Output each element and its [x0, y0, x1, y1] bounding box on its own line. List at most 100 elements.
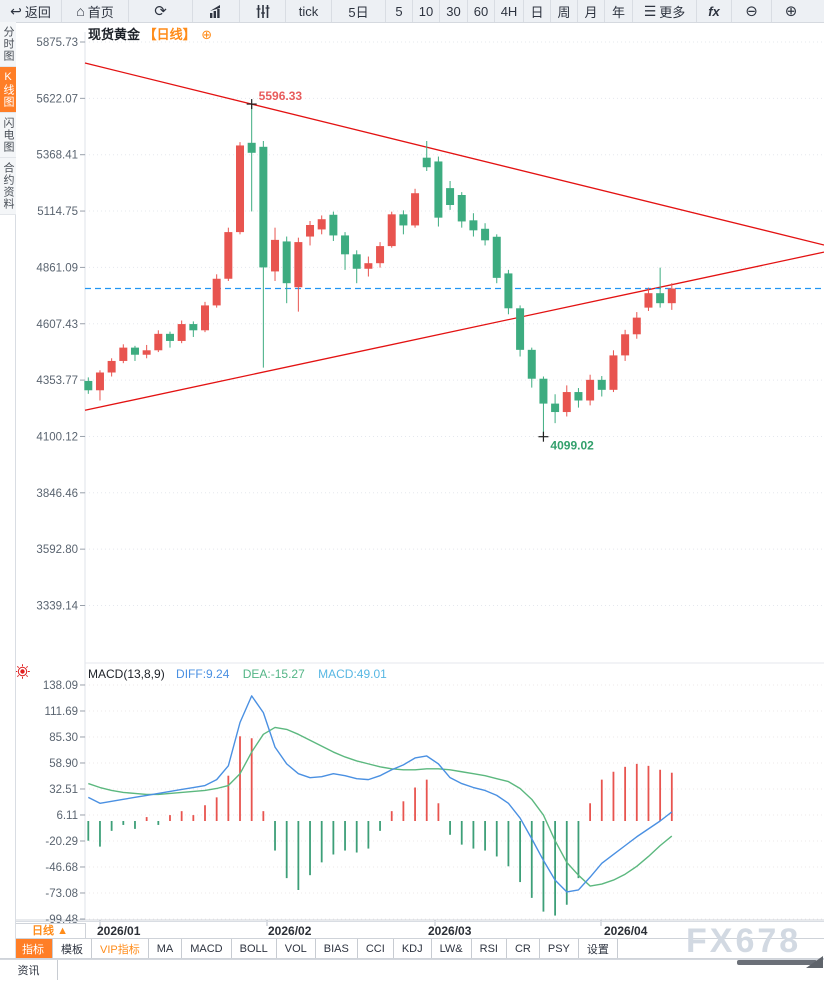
interval-5d-button[interactable]: 5日 — [332, 0, 386, 22]
candle-up — [632, 317, 641, 335]
sidebar-tab-kline-chart[interactable]: K线图 — [0, 67, 16, 113]
tab-vip-indicators[interactable]: VIP指标 — [91, 939, 149, 958]
more-button[interactable]: ☰ 更多 — [633, 0, 697, 22]
tab-boll[interactable]: BOLL — [230, 939, 277, 958]
zoom-in-button[interactable]: ⊕ — [772, 0, 810, 22]
chart-type-bars-button[interactable] — [193, 0, 240, 22]
bar-chart-icon — [209, 4, 220, 18]
tab-macd[interactable]: MACD — [181, 939, 232, 958]
refresh-icon: ⟳ — [154, 2, 167, 20]
interval-day-button[interactable]: 日 — [524, 0, 551, 22]
chart-title: 现货黄金 【日线】 ⊕ — [88, 24, 212, 43]
price-axis-label: 4607.43 — [36, 319, 78, 331]
candle-down — [329, 214, 338, 236]
tab-bias[interactable]: BIAS — [314, 939, 358, 958]
chart-type-candles-button[interactable] — [240, 0, 286, 22]
macd-params: MACD(13,8,9) — [88, 667, 165, 681]
candle-up — [177, 324, 186, 341]
candle-up — [609, 355, 618, 390]
macd-header: MACD(13,8,9) DIFF:9.24 DEA:-15.27 MACD:4… — [88, 667, 387, 681]
home-label: 首页 — [87, 4, 114, 20]
low-price-label: 4099.02 — [550, 439, 594, 453]
tab-indicators[interactable]: 指标 — [13, 939, 53, 958]
tab-lwr[interactable]: LW& — [430, 939, 472, 958]
sidebar-tab-contract-info[interactable]: 合约资料 — [0, 158, 16, 215]
tab-vol[interactable]: VOL — [275, 939, 316, 958]
candle-up — [236, 145, 245, 233]
fx-icon: fx — [708, 3, 720, 19]
refresh-button[interactable]: ⟳ — [129, 0, 193, 22]
x-label-apr: 2026/04 — [604, 924, 648, 938]
interval-month-button[interactable]: 月 — [578, 0, 605, 22]
candle-up — [376, 246, 385, 264]
interval-5m-button[interactable]: 5 — [386, 0, 413, 22]
candle-down — [656, 293, 665, 304]
interval-week-button[interactable]: 周 — [551, 0, 578, 22]
price-axis-label: 3339.14 — [36, 601, 78, 613]
interval-4h-button[interactable]: 4H — [495, 0, 524, 22]
tab-cr[interactable]: CR — [505, 939, 540, 958]
candle-down — [481, 228, 490, 241]
indicator-settings-icon[interactable] — [15, 664, 30, 679]
interval-year-button[interactable]: 年 — [605, 0, 633, 22]
bottom-tab-row: 资讯 — [0, 959, 824, 980]
fx-indicator-button[interactable]: fx — [697, 0, 732, 22]
candle-up — [586, 379, 595, 401]
tab-settings[interactable]: 设置 — [577, 939, 618, 958]
price-axis-label: 4353.77 — [36, 375, 78, 387]
horizontal-scrollbar[interactable] — [737, 960, 817, 965]
candle-down — [165, 333, 174, 341]
price-axis-label: 4100.12 — [36, 431, 78, 443]
trendline-resistance[interactable] — [84, 62, 824, 246]
zoom-out-icon: ⊖ — [745, 2, 758, 20]
interval-10m-button[interactable]: 10 — [413, 0, 440, 22]
candle-up — [154, 333, 163, 351]
candle-up — [317, 219, 326, 230]
candle-down — [84, 380, 93, 391]
chart-type-sidebar: 分时图 K线图 闪电图 合约资料 — [0, 22, 16, 958]
candle-down — [352, 254, 361, 269]
candle-up — [271, 239, 280, 272]
candle-up — [387, 214, 396, 247]
interval-tick-button[interactable]: tick — [286, 0, 332, 22]
tab-rsi[interactable]: RSI — [470, 939, 507, 958]
macd-axis-label: -99.48 — [45, 914, 78, 926]
candle-down — [469, 220, 478, 231]
watermark: FX678 — [686, 922, 802, 960]
price-axis-label: 3846.46 — [36, 488, 78, 500]
candle-down — [422, 157, 431, 168]
candle-down — [539, 378, 548, 404]
tick-label: tick — [298, 3, 319, 19]
tab-cci[interactable]: CCI — [356, 939, 394, 958]
tab-templates[interactable]: 模板 — [52, 939, 92, 958]
tab-kdj[interactable]: KDJ — [392, 939, 432, 958]
price-axis-label: 4861.09 — [36, 262, 78, 274]
add-indicator-icon[interactable]: ⊕ — [201, 27, 213, 42]
candle-up — [306, 224, 315, 237]
candle-down — [341, 235, 350, 255]
tab-ma[interactable]: MA — [147, 939, 183, 958]
back-button[interactable]: ↩ 返回 — [0, 0, 62, 22]
zoom-out-button[interactable]: ⊖ — [732, 0, 772, 22]
candles-icon — [256, 4, 269, 18]
tab-psy[interactable]: PSY — [538, 939, 579, 958]
trendline-support[interactable] — [84, 251, 824, 411]
macd-axis-label: 138.09 — [43, 680, 78, 692]
macd-dea-value: DEA:-15.27 — [242, 667, 305, 681]
candle-down — [259, 146, 268, 268]
candle-up — [667, 288, 676, 304]
candle-down — [399, 214, 408, 226]
price-axis-label: 5622.07 — [36, 93, 78, 105]
candle-up — [562, 392, 571, 413]
tab-news[interactable]: 资讯 — [0, 960, 58, 980]
interval-60m-button[interactable]: 60 — [468, 0, 495, 22]
home-button[interactable]: ⌂ 首页 — [62, 0, 129, 22]
candle-down — [504, 273, 513, 309]
interval-30m-button[interactable]: 30 — [440, 0, 468, 22]
sidebar-tab-time-chart[interactable]: 分时图 — [0, 22, 16, 67]
back-arrow-icon: ↩ — [10, 3, 22, 19]
sidebar-tab-lightning-chart[interactable]: 闪电图 — [0, 113, 16, 158]
candle-up — [107, 360, 116, 373]
